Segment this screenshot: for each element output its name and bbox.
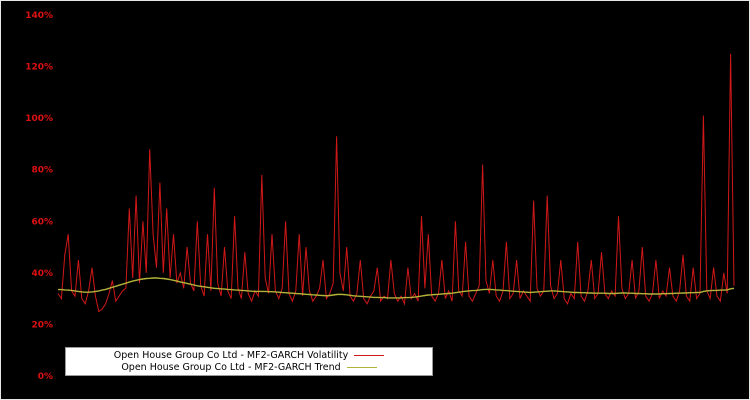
volatility-line-sample-icon <box>354 355 385 356</box>
legend-label-trend: Open House Group Co Ltd - MF2-GARCH Tren… <box>121 362 341 373</box>
y-axis-tick-label: 140% <box>25 11 53 21</box>
chart-legend: Open House Group Co Ltd - MF2-GARCH Vola… <box>65 347 433 376</box>
trend-line-series <box>58 277 735 299</box>
y-axis-tick-label: 100% <box>25 114 53 124</box>
legend-item-trend: Open House Group Co Ltd - MF2-GARCH Tren… <box>72 362 426 373</box>
y-axis-tick-label: 60% <box>31 217 53 227</box>
trend-line-sample-icon <box>346 367 377 368</box>
y-axis-tick-label: 80% <box>31 166 53 176</box>
y-axis-tick-label: 0% <box>38 372 53 382</box>
legend-item-volatility: Open House Group Co Ltd - MF2-GARCH Vola… <box>72 350 426 361</box>
y-axis-tick-label: 120% <box>25 63 53 73</box>
legend-label-volatility: Open House Group Co Ltd - MF2-GARCH Vola… <box>113 350 349 361</box>
y-axis-tick-labels: 0% 20% 40% 60% 80% 100% 120% 140% <box>25 11 53 382</box>
y-axis-tick-label: 20% <box>31 320 53 330</box>
y-axis-tick-label: 40% <box>31 269 53 279</box>
volatility-line-series <box>57 53 735 313</box>
